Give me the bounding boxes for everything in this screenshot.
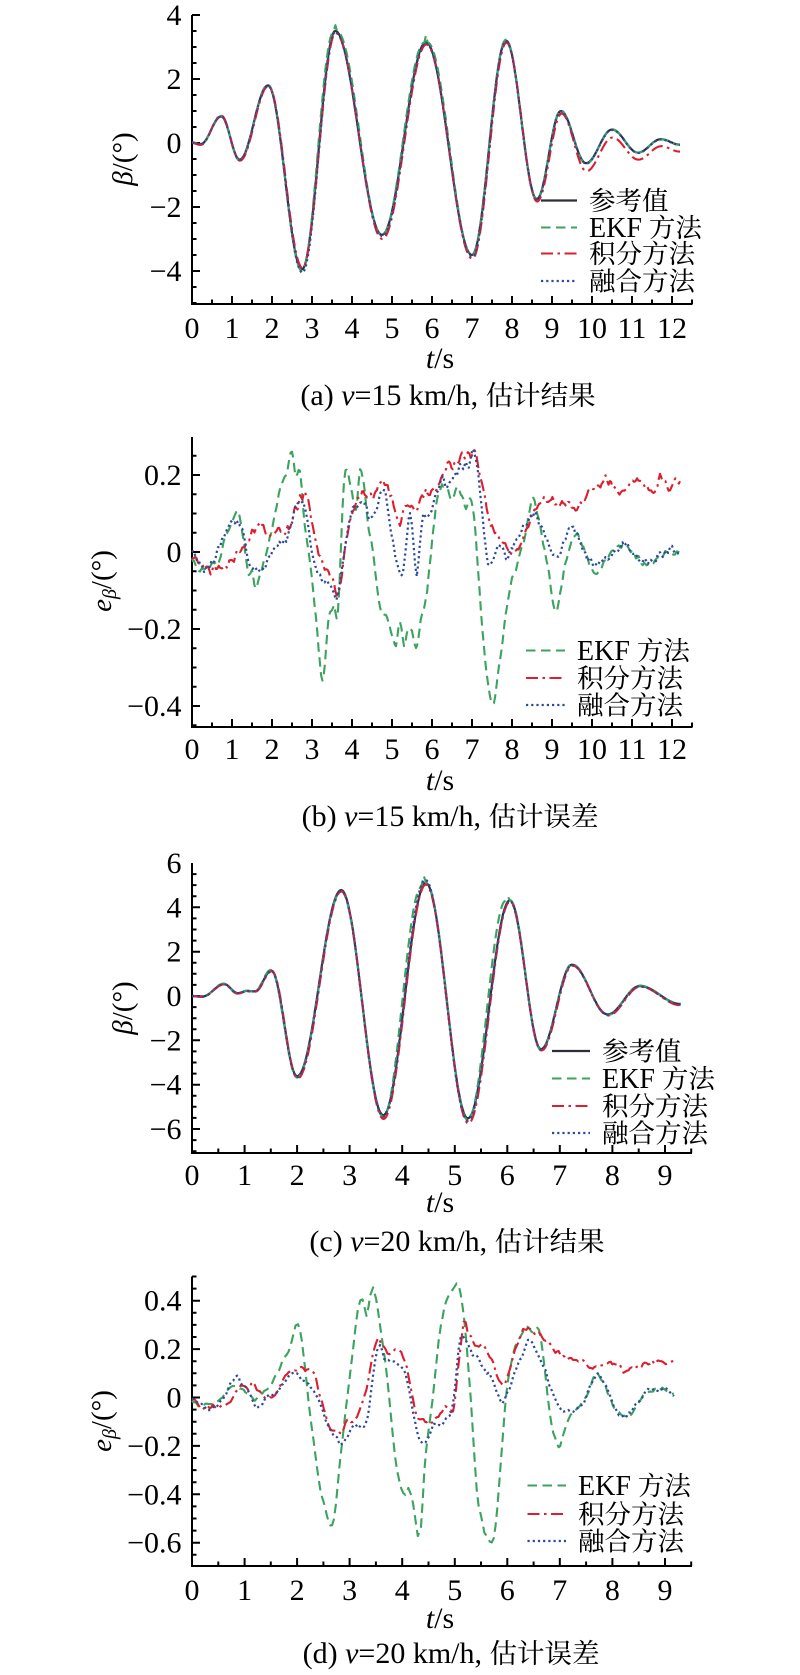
svg-text:t/s: t/s [426,764,454,797]
svg-text:0: 0 [185,1159,200,1192]
svg-text:(c) v=20 km/h,: (c) v=20 km/h, [309,1225,487,1258]
svg-text:0: 0 [167,980,182,1013]
svg-text:9: 9 [658,1574,673,1607]
svg-text:3: 3 [342,1159,357,1192]
svg-text:t/s: t/s [426,342,454,375]
svg-text:2: 2 [290,1159,305,1192]
svg-text:3: 3 [342,1574,357,1607]
svg-text:5: 5 [447,1159,462,1192]
svg-text:4: 4 [345,312,360,345]
svg-text:−4: −4 [150,255,182,288]
svg-text:4: 4 [345,733,360,766]
svg-text:4: 4 [395,1159,410,1192]
svg-text:7: 7 [552,1159,567,1192]
svg-text:6: 6 [500,1159,515,1192]
svg-text:0: 0 [167,536,182,569]
svg-text:−2: −2 [150,191,182,224]
svg-text:0.2: 0.2 [144,1333,182,1366]
svg-text:−0.6: −0.6 [127,1527,181,1560]
svg-text:5: 5 [447,1574,462,1607]
svg-text:2: 2 [167,936,182,969]
svg-text:2: 2 [167,63,182,96]
svg-text:0.2: 0.2 [144,459,182,492]
svg-text:β/(°): β/(°) [107,132,139,186]
svg-text:EKF: EKF [577,636,630,667]
svg-text:11: 11 [618,312,647,345]
svg-text:9: 9 [658,1159,673,1192]
svg-text:9: 9 [545,733,560,766]
svg-text:eβ/(°): eβ/(°) [86,1390,121,1452]
svg-text:1: 1 [237,1159,252,1192]
svg-text:8: 8 [605,1159,620,1192]
svg-text:0: 0 [185,733,200,766]
svg-text:0: 0 [167,1382,182,1415]
svg-text:−0.4: −0.4 [127,690,181,723]
svg-text:7: 7 [552,1574,567,1607]
svg-text:11: 11 [618,733,647,766]
svg-text:12: 12 [657,312,687,345]
svg-text:1: 1 [225,733,240,766]
svg-text:t/s: t/s [426,1186,454,1219]
svg-text:4: 4 [395,1574,410,1607]
svg-text:10: 10 [577,312,607,345]
svg-text:eβ/(°): eβ/(°) [86,550,121,612]
svg-text:(d) v=20 km/h,: (d) v=20 km/h, [303,1637,482,1670]
svg-text:EKF: EKF [578,1471,631,1502]
svg-text:2: 2 [290,1574,305,1607]
svg-text:10: 10 [577,733,607,766]
svg-text:t/s: t/s [426,1602,454,1635]
svg-text:(a) v=15 km/h,: (a) v=15 km/h, [300,379,478,412]
svg-text:2: 2 [265,312,280,345]
svg-text:7: 7 [465,312,480,345]
svg-text:−2: −2 [150,1024,182,1057]
svg-text:1: 1 [237,1574,252,1607]
svg-text:5: 5 [385,312,400,345]
svg-text:7: 7 [465,733,480,766]
svg-text:−6: −6 [150,1113,182,1146]
svg-text:8: 8 [505,312,520,345]
svg-text:3: 3 [305,312,320,345]
svg-text:4: 4 [167,891,182,924]
svg-text:6: 6 [425,312,440,345]
svg-text:0: 0 [185,312,200,345]
svg-text:0: 0 [185,1574,200,1607]
svg-text:−0.2: −0.2 [127,613,181,646]
svg-text:EKF: EKF [602,1064,655,1095]
svg-text:8: 8 [505,733,520,766]
svg-text:6: 6 [500,1574,515,1607]
svg-text:2: 2 [265,733,280,766]
svg-text:8: 8 [605,1574,620,1607]
svg-text:3: 3 [305,733,320,766]
svg-text:β/(°): β/(°) [107,981,139,1035]
svg-text:−0.4: −0.4 [127,1478,181,1511]
svg-text:9: 9 [545,312,560,345]
svg-text:12: 12 [657,733,687,766]
svg-text:(b) v=15 km/h,: (b) v=15 km/h, [302,800,481,833]
svg-text:0.4: 0.4 [144,1285,182,1318]
svg-text:−0.2: −0.2 [127,1430,181,1463]
svg-text:0: 0 [167,127,182,160]
svg-text:6: 6 [167,847,182,880]
svg-text:5: 5 [385,733,400,766]
svg-text:EKF: EKF [589,213,642,244]
svg-text:4: 4 [167,0,182,32]
svg-text:6: 6 [425,733,440,766]
svg-text:1: 1 [225,312,240,345]
svg-text:−4: −4 [150,1069,182,1102]
